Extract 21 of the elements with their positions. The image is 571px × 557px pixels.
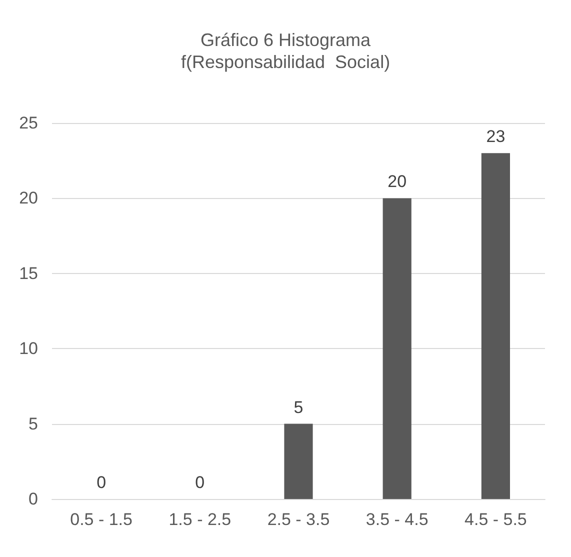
x-tick-label: 4.5 - 5.5 [464,510,527,529]
y-tick-label: 0 [28,490,38,508]
y-tick-label: 15 [19,264,38,283]
y-tick-label: 10 [19,339,38,358]
bar [382,198,412,499]
x-tick-label: 1.5 - 2.5 [168,510,232,529]
x-tick-label: 2.5 - 3.5 [267,510,330,529]
bar [481,153,510,499]
bar [284,424,313,499]
chart-subtitle: f(Responsabilidad Social) [180,52,390,72]
data-label: 20 [388,172,407,192]
x-tick-label: 0.5 - 1.5 [70,510,132,529]
data-label: 0 [195,473,205,492]
y-tick-label: 5 [28,414,38,434]
data-label: 0 [96,473,106,492]
y-tick-label: 25 [19,114,38,132]
y-tick-label: 20 [19,188,38,208]
data-label: 5 [294,398,304,417]
x-tick-label: 3.5 - 4.5 [366,510,428,529]
data-label: 23 [486,127,506,146]
chart-title: Gráfico 6 Histograma [200,30,372,50]
